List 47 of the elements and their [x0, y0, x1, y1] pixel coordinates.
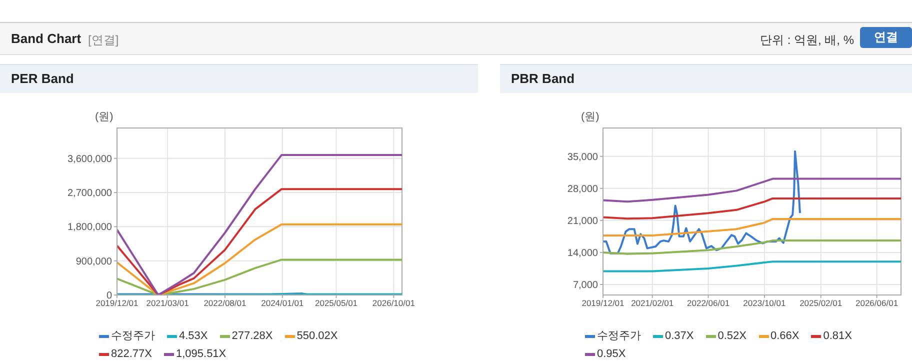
legend-label: 0.81X [822, 329, 852, 344]
y-axis-title: (원) [95, 110, 114, 124]
legend-label: 277.28X [230, 329, 273, 344]
legend-label: 0.52X [716, 329, 746, 344]
x-tick-label: 2022/08/01 [204, 298, 247, 308]
y-tick-label: 28,000 [567, 184, 598, 195]
legend-label: 822.77X [110, 347, 152, 362]
y-tick-label: 35,000 [567, 152, 598, 163]
line-series [603, 218, 901, 237]
text: 단위 : 억원, 배, % [760, 32, 854, 49]
y-tick-label: 900,000 [76, 256, 112, 268]
legend-label: 0.37X [664, 329, 694, 344]
text: Band Chart [11, 31, 82, 46]
text: 연결 [860, 27, 912, 48]
x-tick-label: 2026/06/01 [856, 298, 898, 308]
legend-label: 0.95X [596, 347, 626, 362]
x-tick-label: 2019/12/01 [96, 298, 139, 308]
chart-title: PER Band [0, 64, 478, 93]
line-series [603, 240, 901, 255]
x-tick-label: 2025/05/01 [314, 298, 358, 308]
x-tick-label: 2023/10/01 [743, 298, 786, 308]
line-series [603, 260, 901, 272]
line-series [603, 197, 901, 220]
x-tick-label: 2021/02/01 [631, 298, 674, 308]
x-tick-label: 2019/12/01 [582, 298, 625, 308]
legend-label: 수정주가 [110, 329, 155, 344]
legend-label: 1,095.51X [174, 347, 226, 362]
x-tick-label: 2021/03/01 [146, 298, 190, 308]
line-series [603, 150, 801, 254]
x-tick-label: 2026/10/01 [372, 298, 416, 308]
y-tick-label: 14,000 [567, 248, 598, 259]
line-series [603, 178, 901, 203]
chart-title: PBR Band [500, 64, 912, 93]
y-tick-label: 1,800,000 [68, 222, 112, 234]
legend-label: 0.66X [770, 329, 800, 344]
legend-label: 4.53X [178, 329, 208, 344]
x-tick-label: 2022/06/01 [687, 298, 730, 308]
y-axis-title: (원) [581, 110, 600, 124]
legend-label: 수정주가 [596, 329, 641, 344]
y-tick-label: 2,700,000 [68, 188, 112, 200]
x-tick-label: 2024/01/01 [261, 298, 304, 308]
x-tick-label: 2025/02/01 [800, 298, 842, 308]
text: [연결] [88, 32, 119, 49]
y-tick-label: 3,600,000 [68, 154, 112, 165]
y-tick-label: 21,000 [567, 216, 598, 227]
legend-label: 550.02X [296, 329, 338, 344]
y-tick-label: 7,000 [572, 280, 598, 292]
